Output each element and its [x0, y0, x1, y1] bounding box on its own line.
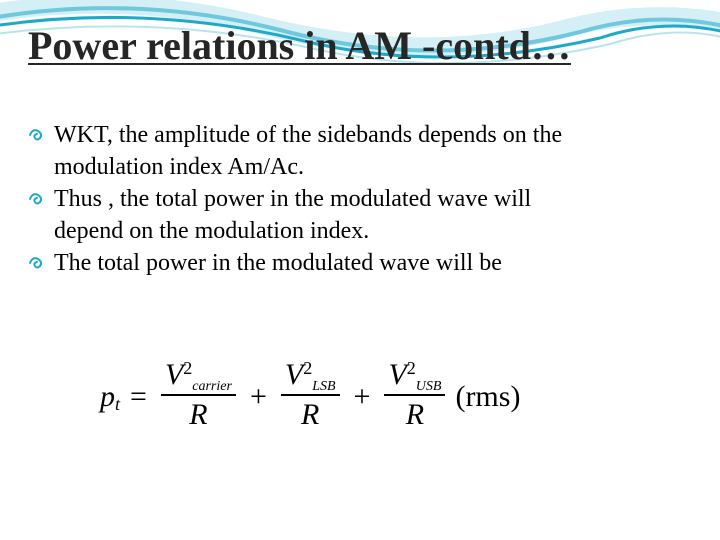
eq-den: R	[301, 396, 319, 432]
swirl-icon	[28, 248, 54, 278]
eq-den: R	[406, 396, 424, 432]
eq-num-sub: LSB	[312, 379, 335, 395]
eq-fraction: V2carrier R	[161, 358, 236, 432]
bullet-continuation: depend on the modulation index.	[54, 216, 680, 246]
eq-lhs-sub: t	[115, 394, 120, 415]
bullet-item: Thus , the total power in the modulated …	[28, 184, 680, 214]
bullet-item: The total power in the modulated wave wi…	[28, 248, 680, 278]
bullet-text: WKT, the amplitude of the sidebands depe…	[54, 120, 562, 150]
eq-fraction: V2LSB R	[281, 358, 340, 432]
eq-suffix: (rms)	[455, 380, 520, 414]
eq-num-sub: carrier	[192, 379, 232, 395]
eq-plus: +	[354, 380, 371, 414]
eq-den: R	[189, 396, 207, 432]
eq-num-sup: 2	[303, 358, 312, 379]
equation-power-total: pt = V2carrier R + V2LSB R + V2USB R (rm…	[100, 360, 660, 450]
eq-num-var: V	[388, 358, 406, 392]
eq-lhs-var: p	[100, 380, 115, 414]
bullet-continuation: modulation index Am/Ac.	[54, 152, 680, 182]
bullet-text: The total power in the modulated wave wi…	[54, 248, 502, 278]
eq-num-sup: 2	[407, 358, 416, 379]
eq-equals: =	[130, 380, 147, 414]
eq-num-var: V	[285, 358, 303, 392]
swirl-icon	[28, 184, 54, 214]
content-area: WKT, the amplitude of the sidebands depe…	[28, 120, 680, 280]
bullet-item: WKT, the amplitude of the sidebands depe…	[28, 120, 680, 150]
eq-num-sup: 2	[183, 358, 192, 379]
swirl-icon	[28, 120, 54, 150]
eq-fraction: V2USB R	[384, 358, 445, 432]
eq-plus: +	[250, 380, 267, 414]
eq-num-sub: USB	[416, 379, 442, 395]
slide-title: Power relations in AM -contd…	[28, 24, 571, 68]
eq-num-var: V	[165, 358, 183, 392]
bullet-text: Thus , the total power in the modulated …	[54, 184, 531, 214]
